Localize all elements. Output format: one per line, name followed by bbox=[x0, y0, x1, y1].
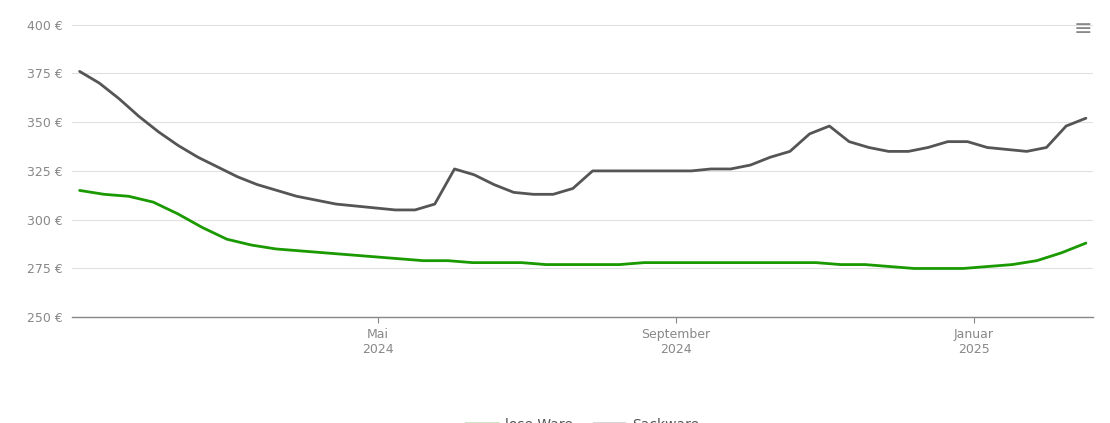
Legend: lose Ware, Sackware: lose Ware, Sackware bbox=[461, 412, 705, 423]
Text: ≡: ≡ bbox=[1073, 19, 1092, 39]
